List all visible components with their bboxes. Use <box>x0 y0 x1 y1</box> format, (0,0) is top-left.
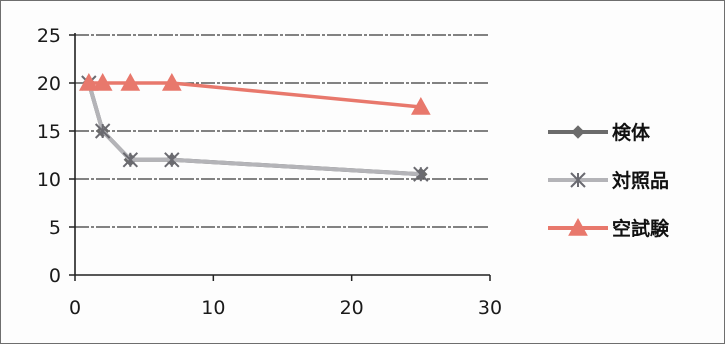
data-point-1-4 <box>413 166 429 182</box>
data-point-2-2 <box>120 72 141 91</box>
data-point-1-2 <box>122 152 139 168</box>
series-line-1 <box>86 82 421 177</box>
y-tick-label: 25 <box>37 25 61 47</box>
y-tick-label: 5 <box>49 217 61 239</box>
legend-label: 対照品 <box>611 169 669 192</box>
legend-label: 空試験 <box>612 217 670 240</box>
series-line-2 <box>88 81 422 109</box>
series-layer <box>78 72 431 182</box>
y-tick-label: 0 <box>49 265 61 287</box>
x-tick-label: 0 <box>69 297 81 319</box>
y-tick-label: 10 <box>37 169 61 191</box>
data-point-2-0 <box>78 72 99 91</box>
data-point-1-1 <box>94 123 111 139</box>
grid-layer <box>75 34 490 228</box>
y-tick-label: 15 <box>37 121 61 143</box>
axis-layer: 0 5 10 15 20 25 0 10 20 30 <box>37 25 502 319</box>
data-point-2-4 <box>410 96 431 115</box>
x-tick-label: 10 <box>201 297 225 319</box>
legend-marker-0 <box>571 125 585 139</box>
data-point-1-3 <box>164 152 180 168</box>
legend-marker-2 <box>568 217 588 236</box>
y-tick-label: 20 <box>37 73 61 95</box>
legend-marker-1 <box>570 172 586 188</box>
data-point-2-3 <box>161 72 182 91</box>
x-tick-label: 20 <box>340 297 364 319</box>
data-point-2-1 <box>92 72 113 91</box>
x-tick-label: 30 <box>478 297 502 319</box>
legend-label: 検体 <box>612 121 651 144</box>
